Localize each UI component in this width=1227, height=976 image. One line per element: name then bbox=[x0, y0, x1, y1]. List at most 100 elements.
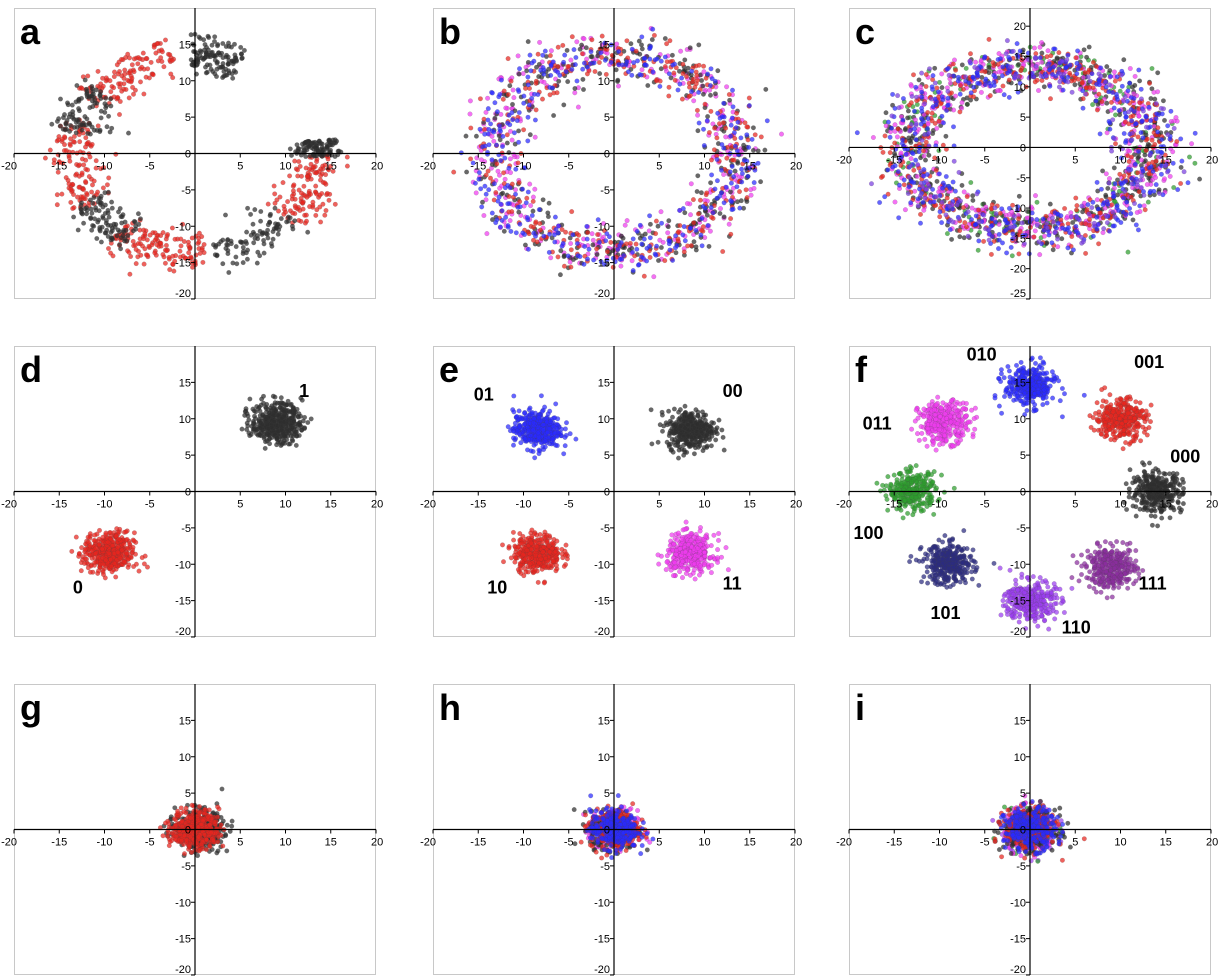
scatter-point-c-s5 bbox=[1044, 62, 1050, 68]
scatter-point-d-s0 bbox=[288, 422, 294, 428]
scatter-point-a-s0 bbox=[317, 204, 323, 210]
scatter-point-c-s4 bbox=[1065, 52, 1071, 58]
scatter-point-b-s3 bbox=[674, 242, 680, 248]
scatter-point-b-s2 bbox=[686, 93, 692, 99]
scatter-point-b-s1 bbox=[572, 85, 578, 91]
scatter-point-c-s2 bbox=[1134, 209, 1140, 215]
scatter-point-b-s1 bbox=[492, 115, 498, 121]
scatter-point-a-s1 bbox=[109, 228, 115, 234]
scatter-point-c-s4 bbox=[903, 151, 909, 157]
scatter-point-c-s3 bbox=[981, 238, 987, 244]
scatter-point-c-s4 bbox=[919, 94, 925, 100]
scatter-point-a-s1 bbox=[233, 254, 239, 260]
scatter-point-c-s4 bbox=[973, 213, 979, 219]
scatter-point-b-s0 bbox=[718, 206, 724, 212]
scatter-point-b-s3 bbox=[595, 217, 601, 223]
scatter-point-b-s0 bbox=[467, 111, 473, 117]
scatter-point-c-s4 bbox=[1106, 89, 1112, 95]
scatter-point-a-s0 bbox=[265, 201, 271, 207]
scatter-point-a-s0 bbox=[59, 191, 65, 197]
x-tick-label-a: 20 bbox=[371, 161, 383, 173]
scatter-point-c-s2 bbox=[892, 122, 898, 128]
scatter-point-d-s1 bbox=[133, 561, 139, 567]
scatter-point-b-s2 bbox=[488, 175, 494, 181]
scatter-point-b-s3 bbox=[525, 138, 531, 144]
scatter-point-b-s2 bbox=[494, 161, 500, 167]
scatter-point-b-s2 bbox=[671, 70, 677, 76]
scatter-point-a-s1 bbox=[303, 139, 309, 145]
scatter-point-b-s1 bbox=[473, 133, 479, 139]
scatter-point-a-s1 bbox=[254, 260, 260, 266]
scatter-point-b-s3 bbox=[670, 62, 676, 68]
scatter-point-b-s1 bbox=[580, 76, 586, 82]
scatter-point-d-s0 bbox=[244, 426, 250, 432]
scatter-point-a-s1 bbox=[104, 124, 110, 130]
scatter-point-c-s0 bbox=[975, 247, 981, 253]
x-tick-label-b: 15 bbox=[744, 161, 756, 173]
scatter-point-a-s1 bbox=[213, 73, 219, 79]
scatter-point-b-s2 bbox=[568, 264, 574, 270]
scatter-point-b-s1 bbox=[516, 209, 522, 215]
scatter-point-b-s3 bbox=[507, 185, 513, 191]
scatter-point-c-s5 bbox=[926, 183, 932, 189]
scatter-point-a-s1 bbox=[88, 206, 94, 212]
scatter-point-c-s3 bbox=[1125, 153, 1131, 159]
scatter-point-b-s3 bbox=[675, 87, 681, 93]
scatter-point-a-s1 bbox=[216, 241, 222, 247]
scatter-point-b-s3 bbox=[574, 240, 580, 246]
scatter-point-a-s1 bbox=[230, 75, 236, 81]
scatter-point-b-s2 bbox=[521, 127, 527, 133]
scatter-point-b-s3 bbox=[708, 204, 714, 210]
scatter-point-b-s3 bbox=[506, 112, 512, 118]
scatter-point-c-s3 bbox=[920, 148, 926, 154]
scatter-point-a-s1 bbox=[226, 61, 232, 67]
scatter-point-b-s1 bbox=[691, 239, 697, 245]
scatter-point-b-s2 bbox=[690, 197, 696, 203]
scatter-point-b-s0 bbox=[541, 79, 547, 85]
scatter-point-a-s1 bbox=[274, 222, 280, 228]
scatter-point-d-s0 bbox=[242, 412, 248, 418]
scatter-point-b-s3 bbox=[489, 210, 495, 216]
scatter-point-b-s1 bbox=[735, 160, 741, 166]
scatter-point-c-s4 bbox=[1037, 55, 1043, 61]
scatter-point-b-s1 bbox=[480, 199, 486, 205]
scatter-point-a-s1 bbox=[220, 74, 226, 80]
scatter-point-a-s0 bbox=[82, 179, 88, 185]
scatter-point-b-s3 bbox=[477, 126, 483, 132]
scatter-point-c-s5 bbox=[1050, 219, 1056, 225]
scatter-point-b-s3 bbox=[746, 103, 752, 109]
scatter-point-a-s1 bbox=[214, 59, 220, 65]
scatter-point-a-s0 bbox=[100, 185, 106, 191]
scatter-point-a-s0 bbox=[130, 84, 136, 90]
scatter-point-b-s3 bbox=[650, 69, 656, 75]
scatter-point-c-s5 bbox=[1122, 188, 1128, 194]
scatter-point-a-s0 bbox=[83, 135, 89, 141]
y-tick-label-b: -10 bbox=[594, 221, 610, 233]
scatter-point-c-s4 bbox=[1165, 123, 1171, 129]
scatter-point-c-s5 bbox=[986, 237, 992, 243]
scatter-point-a-s1 bbox=[81, 220, 87, 226]
scatter-point-a-s1 bbox=[197, 53, 203, 59]
scatter-point-a-s0 bbox=[142, 231, 148, 237]
scatter-point-c-s4 bbox=[1153, 182, 1159, 188]
scatter-point-b-s1 bbox=[551, 112, 557, 118]
scatter-point-b-s2 bbox=[524, 195, 530, 201]
scatter-point-b-s3 bbox=[561, 59, 567, 65]
scatter-point-a-s0 bbox=[308, 191, 314, 197]
scatter-point-a-s1 bbox=[83, 86, 89, 92]
scatter-point-c-s3 bbox=[953, 67, 959, 73]
scatter-point-a-s0 bbox=[199, 247, 205, 253]
scatter-point-c-s4 bbox=[1073, 223, 1079, 229]
scatter-point-c-s4 bbox=[1139, 118, 1145, 124]
scatter-point-b-s0 bbox=[511, 151, 517, 157]
scatter-point-b-s1 bbox=[516, 71, 522, 77]
scatter-point-b-s1 bbox=[698, 190, 704, 196]
scatter-point-c-s5 bbox=[982, 226, 988, 232]
scatter-point-c-s2 bbox=[1041, 233, 1047, 239]
scatter-point-b-s0 bbox=[678, 48, 684, 54]
scatter-point-b-s3 bbox=[617, 243, 623, 249]
scatter-point-c-s2 bbox=[1094, 197, 1100, 203]
scatter-point-a-s0 bbox=[181, 238, 187, 244]
scatter-point-b-s2 bbox=[569, 34, 575, 40]
scatter-point-c-s4 bbox=[1074, 71, 1080, 77]
